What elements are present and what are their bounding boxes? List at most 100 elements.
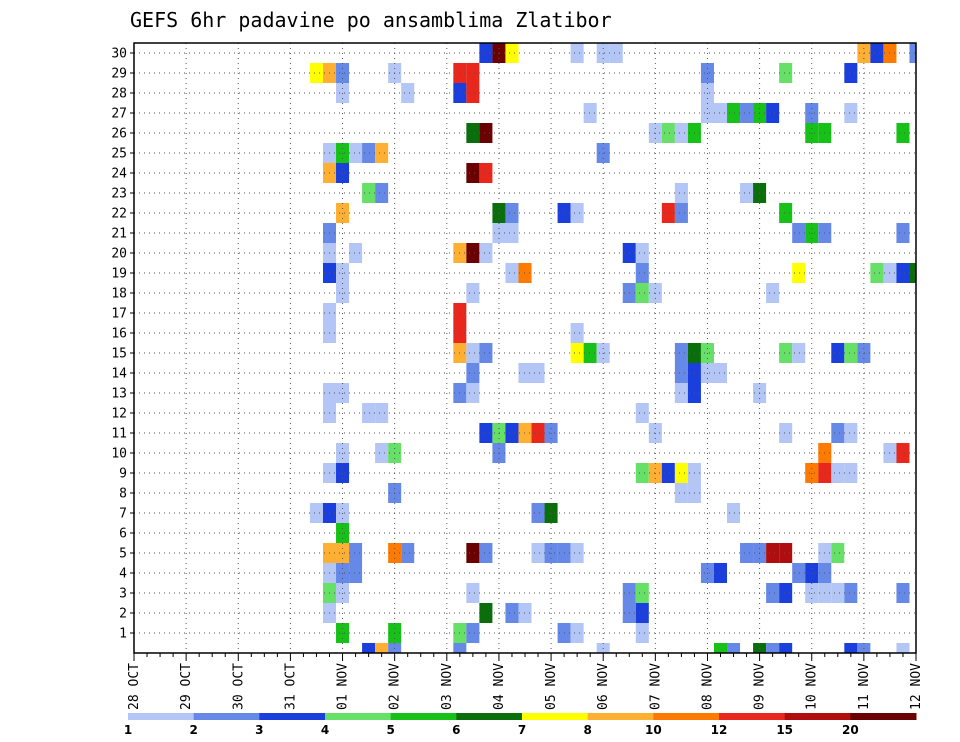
heatmap-cell (779, 203, 793, 223)
heatmap-cell (362, 183, 376, 203)
heatmap-cell (466, 283, 480, 303)
heatmap-cell (349, 543, 363, 563)
heatmap-cell (766, 583, 780, 603)
heatmap-cell (570, 203, 584, 223)
heatmap-cell (505, 423, 519, 443)
heatmap-cell (479, 123, 493, 143)
heatmap-cell (375, 183, 389, 203)
colorbar-swatch (784, 713, 851, 720)
x-tick-label: 01 NOV (336, 663, 351, 710)
heatmap-cell (727, 643, 741, 653)
heatmap-cell (766, 283, 780, 303)
colorbar-label: 2 (189, 723, 197, 737)
heatmap-cell (896, 643, 910, 653)
colorbar-label: 1 (124, 723, 132, 737)
x-tick-label: 09 NOV (753, 663, 768, 710)
heatmap-cell (896, 583, 910, 603)
heatmap-cell (362, 643, 376, 653)
heatmap-cell (713, 563, 728, 583)
y-tick-label: 6 (119, 527, 127, 542)
y-tick-label: 22 (111, 207, 127, 222)
heatmap-cell (766, 543, 780, 563)
y-tick-label: 7 (119, 507, 127, 522)
heatmap-cell (831, 543, 845, 563)
y-tick-label: 2 (119, 607, 127, 622)
heatmap-cell (740, 543, 754, 563)
heatmap-cell (479, 543, 493, 563)
heatmap-cell (570, 343, 584, 363)
heatmap-cell (909, 263, 916, 283)
heatmap-cell (792, 223, 806, 243)
heatmap-cell (792, 263, 806, 283)
y-tick-label: 5 (119, 547, 127, 562)
colorbar-label: 4 (321, 723, 329, 737)
heatmap-cell (479, 603, 493, 623)
heatmap-cell (466, 383, 480, 403)
heatmap-cell (570, 323, 584, 343)
heatmap-cell (674, 463, 688, 483)
colorbar-label: 3 (255, 723, 263, 737)
heatmap-cell (713, 103, 728, 123)
heatmap-cell (466, 83, 480, 103)
y-tick-label: 29 (111, 67, 127, 82)
colorbar-swatch (325, 713, 392, 720)
heatmap-cell (570, 43, 584, 63)
colorbar: 1 2 3 4 5 6 7 8 10 12 15 20 (124, 713, 917, 737)
colorbar-swatch (587, 713, 654, 720)
y-tick-label: 1 (119, 627, 127, 642)
heatmap-cell (466, 243, 480, 263)
heatmap-cell (674, 123, 688, 143)
heatmap-cell (505, 203, 519, 223)
heatmap-cell (635, 603, 649, 623)
heatmap-cell (309, 63, 323, 83)
heatmap-cell (713, 643, 728, 653)
heatmap-cell (661, 203, 675, 223)
y-tick-label: 13 (111, 387, 127, 402)
heatmap-cell (309, 503, 323, 523)
colorbar-swatch (193, 713, 260, 720)
heatmap-cell (375, 403, 389, 423)
heatmap-cell (766, 103, 780, 123)
heatmap-cell (674, 203, 688, 223)
y-tick-label: 11 (111, 427, 127, 442)
heatmap-cell (401, 83, 415, 103)
heatmap-cell (505, 603, 519, 623)
y-tick-label: 12 (111, 407, 127, 422)
heatmap-cell (779, 423, 793, 443)
heatmap-cell (740, 103, 754, 123)
colorbar-label: 12 (711, 723, 728, 737)
colorbar-label: 8 (583, 723, 591, 737)
y-tick-label: 8 (119, 487, 127, 502)
heatmap-cell (362, 143, 376, 163)
heatmap-cell (896, 263, 910, 283)
heatmap-cell (570, 623, 584, 643)
heatmap-cell (466, 63, 480, 83)
colorbar-label: 5 (386, 723, 394, 737)
heatmap-cell (349, 243, 363, 263)
colorbar-swatch (128, 713, 195, 720)
y-tick-label: 24 (111, 167, 127, 182)
heatmap-cell (792, 343, 806, 363)
y-tick-label: 9 (119, 467, 127, 482)
heatmap-cell (635, 583, 649, 603)
heatmap-cell (831, 583, 845, 603)
x-tick-label: 03 NOV (440, 663, 455, 710)
cells-layer (309, 43, 916, 653)
heatmap-cell (896, 123, 910, 143)
heatmap-cell (505, 223, 519, 243)
y-tick-label: 19 (111, 267, 127, 282)
heatmap-cell (661, 463, 675, 483)
colorbar-label: 10 (645, 723, 662, 737)
heatmap-cell (531, 363, 545, 383)
heatmap-cell (779, 343, 793, 363)
heatmap-cell (635, 243, 649, 263)
heatmap-cell (727, 103, 741, 123)
y-tick-label: 10 (111, 447, 127, 462)
colorbar-swatch (653, 713, 720, 720)
heatmap-cell (844, 423, 858, 443)
y-tick-label: 14 (111, 367, 127, 382)
heatmap-cell (570, 543, 584, 563)
heatmap-cell (635, 283, 649, 303)
heatmap-cell (505, 43, 519, 63)
heatmap-cell (531, 543, 545, 563)
